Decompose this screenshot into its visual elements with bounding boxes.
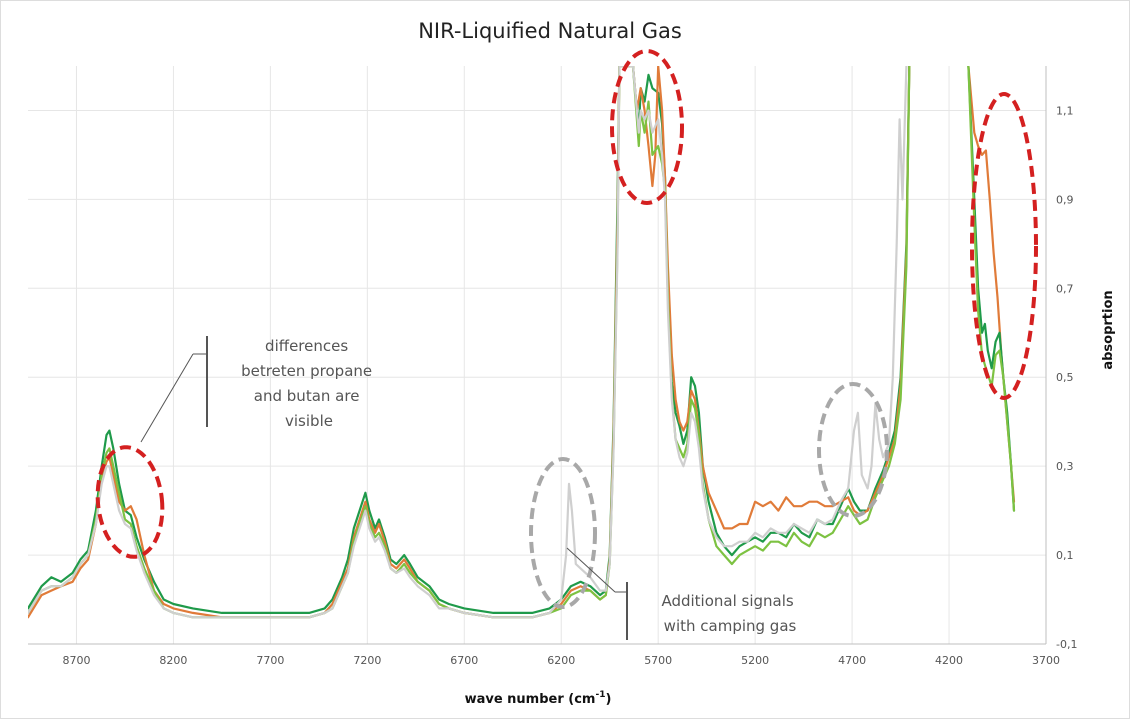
callout-text: differences betreten propane and butan a…	[241, 337, 377, 430]
chart-title: NIR-Liquified Natural Gas	[418, 19, 682, 43]
y-tick-labels: 1,1 0,9 0,7 0,5 0,3 0,1 -0,1	[1056, 104, 1077, 651]
y-tick-label: 0,1	[1056, 549, 1074, 562]
callout-line-3: and butan are	[254, 387, 360, 405]
x-axis-title-superscript: -1	[595, 690, 605, 700]
x-tick-label: 6700	[450, 654, 478, 667]
y-tick-label: 0,3	[1056, 460, 1074, 473]
highlight-ellipse-propane-butane	[95, 445, 165, 559]
highlight-ellipse-5700	[610, 49, 684, 205]
x-axis-title: wave number (cm-1)	[465, 690, 612, 707]
x-tick-label: 3700	[1032, 654, 1060, 667]
callout-leader-line	[566, 547, 616, 593]
callout-line-1: differences	[265, 337, 348, 355]
highlight-ellipses-red	[95, 49, 1038, 559]
x-tick-label: 7700	[256, 654, 284, 667]
x-tick-labels: 8700 8200 7700 7200 6700 6200 5700 5200 4700 4200…	[62, 654, 1060, 667]
x-tick-label: 4200	[935, 654, 963, 667]
callout-propane-butane: differences betreten propane and butan a…	[140, 336, 377, 443]
x-tick-label: 8700	[62, 654, 90, 667]
x-tick-label: 5200	[741, 654, 769, 667]
highlight-ellipse-camping-6200	[529, 457, 597, 609]
callout-camping-gas: Additional signals with camping gas	[566, 547, 798, 640]
y-tick-label: 0,5	[1056, 371, 1074, 384]
y-tick-label: 1,1	[1056, 104, 1074, 117]
y-axis-title: absoprtion	[1101, 290, 1116, 369]
x-tick-label: 6200	[547, 654, 575, 667]
axes	[28, 66, 1047, 645]
x-axis-title-main: wave number (cm	[465, 692, 596, 707]
callout-line-1: Additional signals	[661, 592, 793, 610]
callout-line-2: with camping gas	[664, 617, 797, 635]
callout-line-4: visible	[285, 412, 333, 430]
y-tick-label: -0,1	[1056, 638, 1077, 651]
x-axis-title-end: )	[605, 692, 611, 707]
series-line-3	[28, 66, 908, 619]
x-tick-label: 7200	[353, 654, 381, 667]
y-tick-label: 0,9	[1056, 193, 1074, 206]
series-line-2	[28, 66, 911, 619]
highlight-ellipses-grey	[529, 382, 889, 609]
callout-line-2: betreten propane	[241, 362, 372, 380]
x-tick-label: 5700	[644, 654, 672, 667]
series-lines	[28, 66, 1016, 619]
x-tick-label: 8200	[159, 654, 187, 667]
callout-leader-line	[140, 353, 194, 443]
x-tick-label: 4700	[838, 654, 866, 667]
callout-text: Additional signals with camping gas	[661, 592, 798, 635]
highlight-ellipse-camping-4700	[817, 382, 889, 518]
highlight-ellipse-4000	[970, 92, 1038, 400]
y-tick-label: 0,7	[1056, 282, 1074, 295]
